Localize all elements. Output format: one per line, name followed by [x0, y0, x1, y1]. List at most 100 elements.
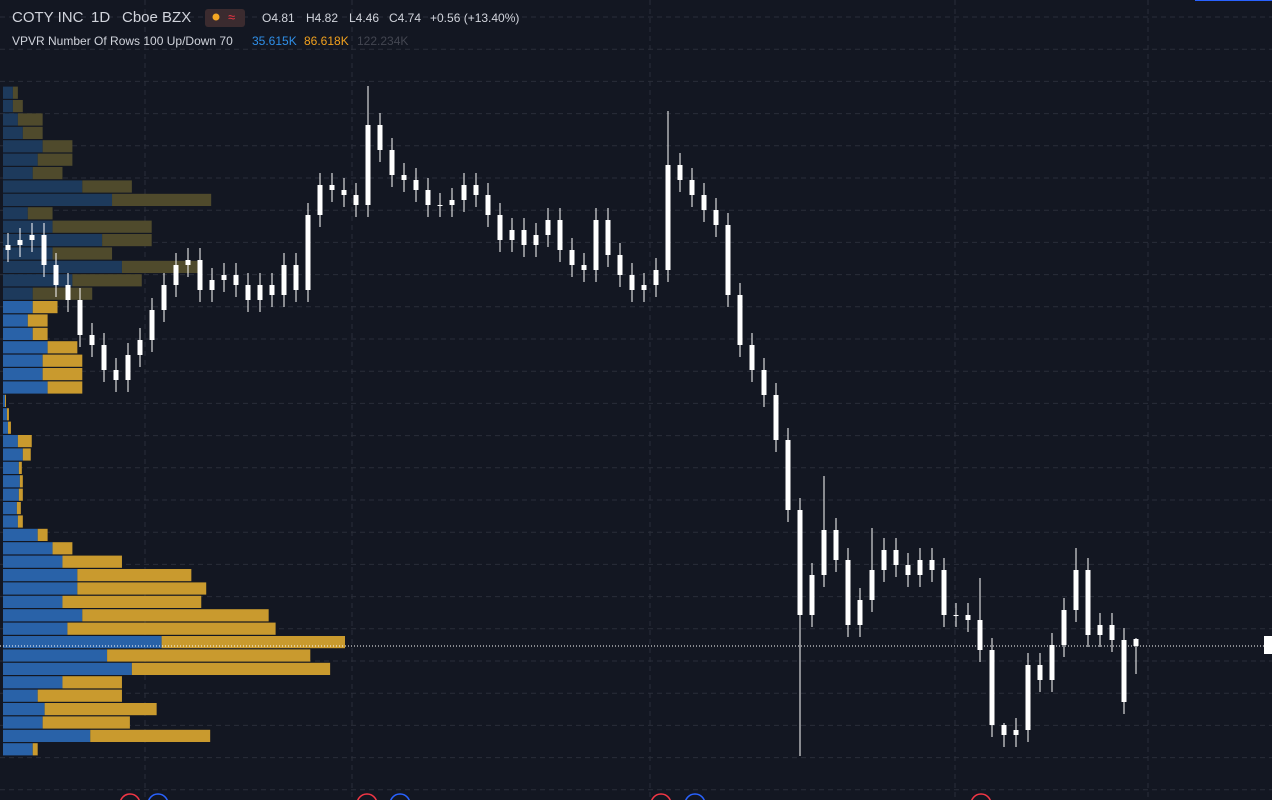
candle-body [341, 190, 347, 195]
event-marker[interactable] [651, 793, 671, 800]
candle-body [1001, 725, 1007, 735]
up-volume-bar [3, 327, 33, 340]
down-volume-bar [42, 716, 130, 729]
candle-body [449, 200, 455, 205]
up-volume-bar [3, 502, 17, 515]
event-marker[interactable] [390, 793, 410, 800]
down-volume-bar [161, 636, 345, 649]
candle-body [389, 150, 395, 175]
high-label: H4.82 [306, 11, 338, 25]
up-volume-bar [3, 475, 20, 488]
candle-body [1121, 640, 1127, 702]
change-label: +0.56 (+13.40%) [430, 11, 519, 25]
candle-body [581, 265, 587, 270]
down-volume-bar [112, 193, 212, 206]
down-volume-bar [82, 180, 132, 193]
up-volume-bar [3, 729, 91, 742]
candle-body [473, 185, 479, 195]
up-volume-bar [3, 595, 63, 608]
event-marker[interactable] [685, 793, 705, 800]
up-volume-bar [3, 488, 19, 501]
up-volume-bar [3, 220, 53, 233]
up-volume-bar [3, 301, 33, 314]
down-volume-bar [32, 287, 93, 300]
down-volume-bar [12, 100, 23, 113]
down-volume-bar [62, 555, 122, 568]
candle-body [737, 295, 743, 345]
up-volume-bar [3, 260, 122, 273]
candle-body [641, 285, 647, 290]
up-volume-bar [3, 703, 45, 716]
event-marker[interactable] [357, 793, 377, 800]
candle-body [485, 195, 491, 215]
candle-body [17, 240, 23, 245]
candle-body [233, 275, 239, 285]
down-volume-bar [7, 421, 11, 434]
candle-body [857, 600, 863, 625]
candle-body [377, 125, 383, 150]
up-volume-bar [3, 368, 43, 381]
candle-body [665, 165, 671, 270]
candle-body [557, 220, 563, 250]
down-volume-bar [52, 247, 113, 260]
up-volume-bar [3, 193, 113, 206]
candle-body [929, 560, 935, 570]
down-volume-bar [18, 461, 22, 474]
candle-body [797, 510, 803, 615]
wave-icon: ≈ [228, 9, 235, 24]
candle-body [773, 395, 779, 440]
candle-body [905, 565, 911, 575]
up-volume-bar [3, 569, 78, 582]
candle-body [1109, 625, 1115, 640]
candle-body [653, 270, 659, 285]
candle-body [281, 265, 287, 295]
down-volume-bar [16, 502, 21, 515]
event-marker[interactable] [120, 793, 140, 800]
down-volume-bar [42, 368, 83, 381]
candle-body [425, 190, 431, 205]
candle-body [53, 265, 59, 285]
candle-body [809, 575, 815, 615]
grid [144, 0, 1149, 800]
up-volume-bar [3, 743, 33, 756]
down-volume-bar [17, 435, 32, 448]
up-volume-bar [3, 555, 63, 568]
down-volume-bar [4, 394, 6, 407]
up-volume-bar [3, 435, 18, 448]
up-volume-bar [3, 609, 83, 622]
session-icon [205, 9, 245, 27]
down-volume-bar [37, 528, 48, 541]
down-volume-bar [6, 408, 9, 421]
down-volume-bar [32, 167, 63, 180]
event-marker[interactable] [971, 793, 991, 800]
candle-body [881, 550, 887, 570]
event-marker[interactable] [148, 793, 168, 800]
up-volume-bar [3, 528, 38, 541]
down-volume-bar [77, 582, 207, 595]
down-volume-bar [22, 448, 31, 461]
bottom-markers [120, 793, 991, 800]
up-volume-bar [3, 689, 38, 702]
candle-body [401, 175, 407, 180]
candle-body [197, 260, 203, 290]
candle-body [713, 210, 719, 225]
down-volume-bar [17, 515, 23, 528]
candle-body [821, 530, 827, 575]
up-volume-bar [3, 354, 43, 367]
down-volume-bar [77, 569, 192, 582]
up-volume-bar [3, 314, 28, 327]
candle-body [1133, 639, 1139, 646]
down-volume-bar [12, 86, 18, 99]
up-volume: 35.615K [252, 34, 297, 48]
up-volume-bar [3, 662, 132, 675]
candle-body [329, 185, 335, 190]
candle-body [77, 300, 83, 335]
candle-body [437, 205, 443, 206]
down-volume-bar [42, 354, 83, 367]
up-volume-bar [3, 448, 23, 461]
up-volume-bar [3, 207, 28, 220]
interval: 1D [91, 9, 110, 26]
candle-body [185, 260, 191, 265]
up-volume-bar [3, 542, 53, 555]
header: COTY INC 1D Cboe BZX ≈ O4.81 H4.82 L4.46… [12, 9, 519, 48]
